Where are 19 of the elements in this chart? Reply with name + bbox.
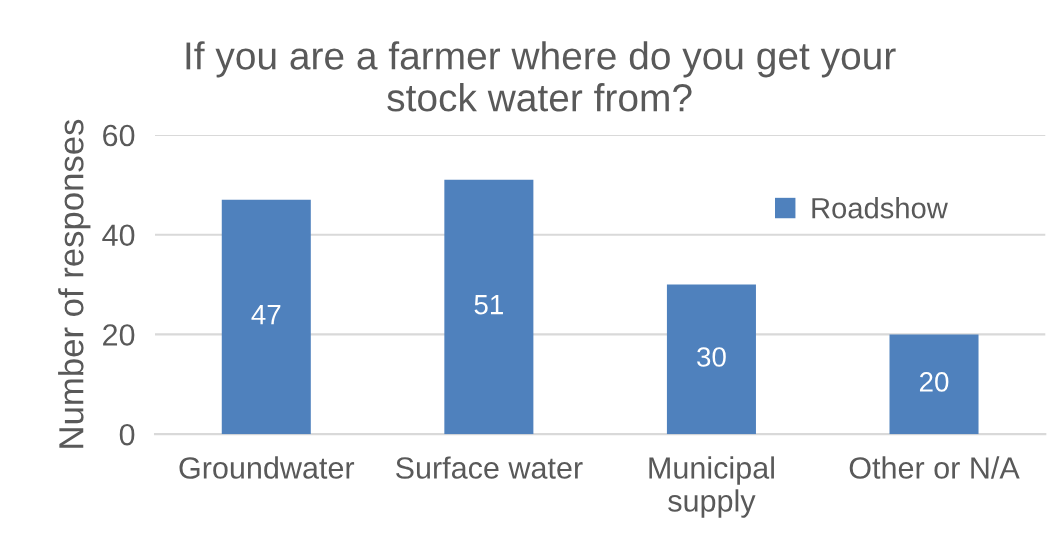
y-tick-label: 60 bbox=[103, 124, 135, 147]
x-tick-label: Other or N/A bbox=[849, 456, 1020, 479]
data-label: 47 bbox=[251, 305, 281, 325]
bar bbox=[666, 284, 756, 435]
y-tick-label: 20 bbox=[103, 324, 135, 346]
y-tick-label: 40 bbox=[102, 224, 135, 247]
data-label: 20 bbox=[919, 372, 949, 392]
chart-title: If you are a farmer where do you get your stock water from? bbox=[186, 41, 896, 112]
y-tick-label: 0 bbox=[119, 423, 135, 446]
legend-label: Roadshow bbox=[812, 197, 948, 219]
x-tick-label: Surface water bbox=[396, 456, 583, 479]
x-tick-label: Municipal supply bbox=[649, 456, 774, 518]
bar bbox=[889, 334, 979, 435]
x-tick-label: Groundwater bbox=[179, 456, 355, 479]
bar bbox=[221, 199, 311, 435]
data-label: 51 bbox=[474, 295, 503, 315]
bar bbox=[444, 179, 534, 435]
data-label: 30 bbox=[697, 347, 726, 367]
y-axis-title: Number of responses bbox=[58, 119, 91, 448]
